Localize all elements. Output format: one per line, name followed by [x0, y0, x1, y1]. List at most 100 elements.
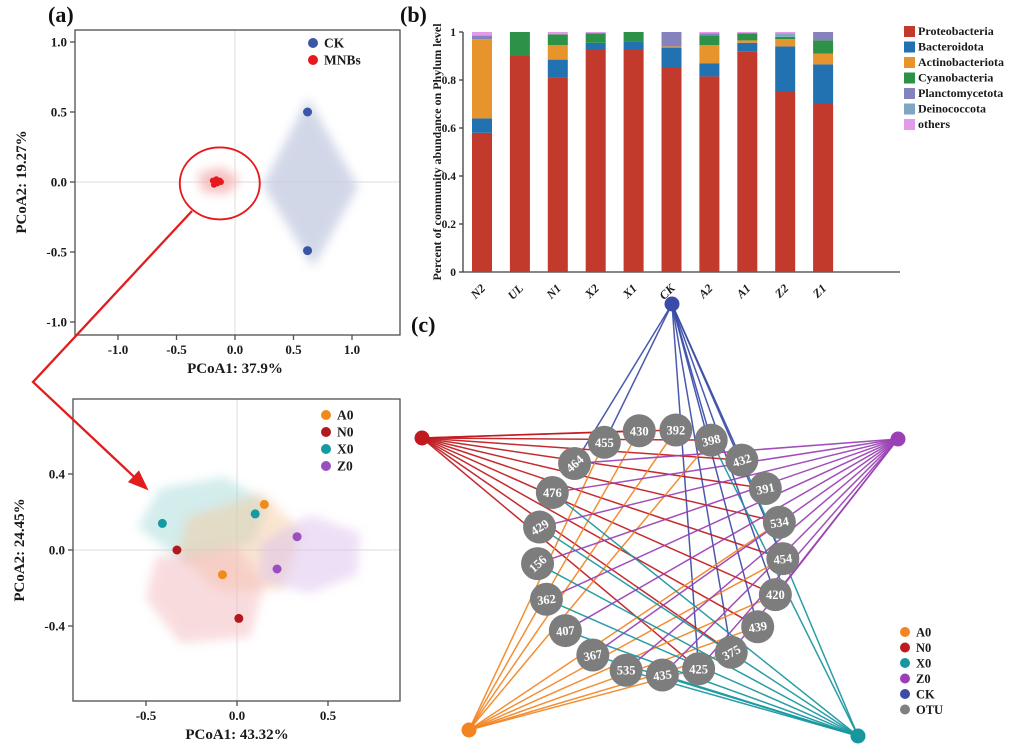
network-legend-label-N0: N0 [916, 641, 931, 655]
edge-X0-476 [551, 491, 859, 737]
network-legend-label-CK: CK [916, 688, 935, 702]
point-A0 [217, 570, 227, 580]
group-hull [260, 515, 360, 593]
panel-b-label: (b) [400, 2, 427, 27]
bar-segment-Cyanobacteria-X1 [623, 32, 644, 42]
network-legend-dot-N0 [900, 642, 910, 653]
edge-N0-534 [421, 437, 780, 523]
bar-segment-Actinobacteriota-A1 [737, 40, 758, 43]
hub-node-A0 [461, 722, 477, 738]
otu-node-429 [523, 510, 557, 544]
otu-node-476 [535, 476, 569, 510]
edge-X0-407 [565, 629, 859, 737]
y-axis-label: PCoA2: 24.45% [12, 498, 28, 601]
edge-N0-439 [421, 437, 759, 628]
point-Z0 [292, 532, 302, 542]
bar-x-tick-N2: N2 [467, 281, 488, 300]
x-tick-label: 0.5 [320, 708, 337, 723]
point-A0 [259, 499, 269, 509]
otu-node-375 [714, 635, 748, 669]
edge-X0-432 [741, 459, 859, 737]
otu-node-535 [609, 653, 643, 687]
otu-node-392 [659, 413, 693, 447]
bar-legend-label-Cyanobacteria: Cyanobacteria [918, 71, 993, 85]
bar-segment-Bacteroidota-A1 [737, 42, 758, 52]
point-N0 [172, 545, 182, 555]
bar-segment-others-X2 [585, 32, 606, 34]
bar-segment-Bacteroidota-A2 [699, 63, 720, 77]
edge-Z0-535 [625, 438, 899, 671]
pcoa-plot-ck-vs-mnbs: -1.0 -0.5 0.0 0.5 1.0 -1.0 -0.5 0.0 0.5 1.0 PCoA1:… [14, 29, 401, 377]
x-tick-label: 1.0 [344, 342, 360, 357]
bar-segment-others-Z2 [775, 32, 796, 34]
hub-node-CK [664, 296, 680, 312]
otu-node-391 [748, 471, 782, 505]
y-tick-label: -1.0 [46, 315, 67, 330]
bar-segment-Cyanobacteria-X2 [585, 33, 606, 43]
bar-legend-label-others: others [918, 117, 950, 131]
x-tick-label: -0.5 [166, 342, 187, 357]
otu-node-label-476: 476 [543, 486, 562, 500]
y-tick-label: 0.0 [49, 543, 65, 558]
otu-node-label-430: 430 [630, 424, 649, 438]
x-tick-label: -0.5 [136, 708, 157, 723]
edge-Z0-362 [546, 438, 899, 600]
hub-node-N0 [414, 430, 430, 446]
edge-CK-375 [671, 303, 732, 653]
legend-dot-N0 [321, 427, 331, 437]
otu-node-label-362: 362 [536, 592, 556, 608]
network-legend-dot-X0 [900, 658, 910, 668]
edge-X0-156 [537, 562, 859, 737]
edge-Z0-429 [539, 438, 899, 528]
edge-X0-435 [662, 674, 859, 737]
bar-y-tick: 0 [450, 267, 456, 279]
hub-node-Z0 [890, 431, 906, 447]
bar-segment-Planctomycetota-N2 [472, 35, 492, 40]
y-axis-label: PCoA2: 19.27% [14, 130, 30, 233]
otu-node-435 [645, 658, 679, 692]
network-legend-dot-OTU [900, 704, 910, 715]
x-tick-label: -1.0 [108, 342, 129, 357]
bar-segment-Proteobacteria-A2 [699, 76, 720, 273]
y-tick-label: 0.5 [51, 105, 68, 120]
otu-node-label-407: 407 [555, 623, 575, 639]
phylum-stacked-bar-chart: 0 0.2 0.4 0.6 0.8 1 Percent of community abund… [430, 23, 1004, 300]
bar-segment-Cyanobacteria-A1 [737, 33, 758, 41]
point-Z0 [272, 564, 282, 574]
legend-label-X0: X0 [337, 442, 354, 457]
otu-node-156 [521, 547, 555, 581]
otu-node-label-439: 439 [747, 619, 768, 636]
bar-legend-label-Actinobacteriota: Actinobacteriota [918, 55, 1004, 69]
edge-N0-375 [421, 437, 732, 653]
panel-c-label: (c) [411, 312, 436, 337]
bar-segment-Proteobacteria-CK [661, 68, 682, 272]
bar-segment-others-A2 [699, 32, 720, 34]
x-tick-label: 0.5 [285, 342, 302, 357]
edge-Z0-407 [564, 438, 899, 632]
otu-node-label-398: 398 [701, 432, 723, 450]
otu-node-label-535: 535 [617, 664, 636, 678]
otu-node-label-367: 367 [582, 647, 603, 664]
edge-A0-430 [468, 430, 640, 731]
edge-Z0-476 [552, 438, 899, 494]
bar-segment-Actinobacteriota-CK [661, 46, 682, 48]
bar-legend-swatch-Actinobacteriota [904, 57, 915, 68]
bar-segment-Planctomycetota-CK [661, 32, 682, 47]
network-legend-dot-CK [900, 689, 910, 699]
otu-node-label-454: 454 [773, 551, 794, 567]
y-tick-label: 1.0 [51, 35, 67, 50]
bar-segment-Cyanobacteria-Z1 [813, 40, 834, 54]
bar-segment-Planctomycetota-A2 [699, 33, 720, 36]
bar-y-tick: 0.2 [442, 219, 457, 231]
bar-segment-Proteobacteria-X1 [623, 50, 644, 272]
pcoa-plot-a0-n0-x0-z0: -0.5 0.0 0.5 -0.4 0.0 0.4 PCoA1: 43.32% PCoA2: … [12, 398, 401, 743]
bar-y-axis-label: Percent of community abundance on Phylum… [430, 23, 444, 281]
bar-legend-swatch-Planctomycetota [904, 88, 915, 99]
otu-node-464 [558, 447, 592, 481]
otu-node-430 [622, 414, 656, 448]
bar-legend-swatch-Proteobacteria [904, 26, 915, 37]
otu-node-398 [694, 423, 728, 457]
network-legend-label-OTU: OTU [916, 703, 943, 717]
otu-node-439 [741, 610, 775, 644]
x-tick-label: 0.0 [227, 342, 243, 357]
